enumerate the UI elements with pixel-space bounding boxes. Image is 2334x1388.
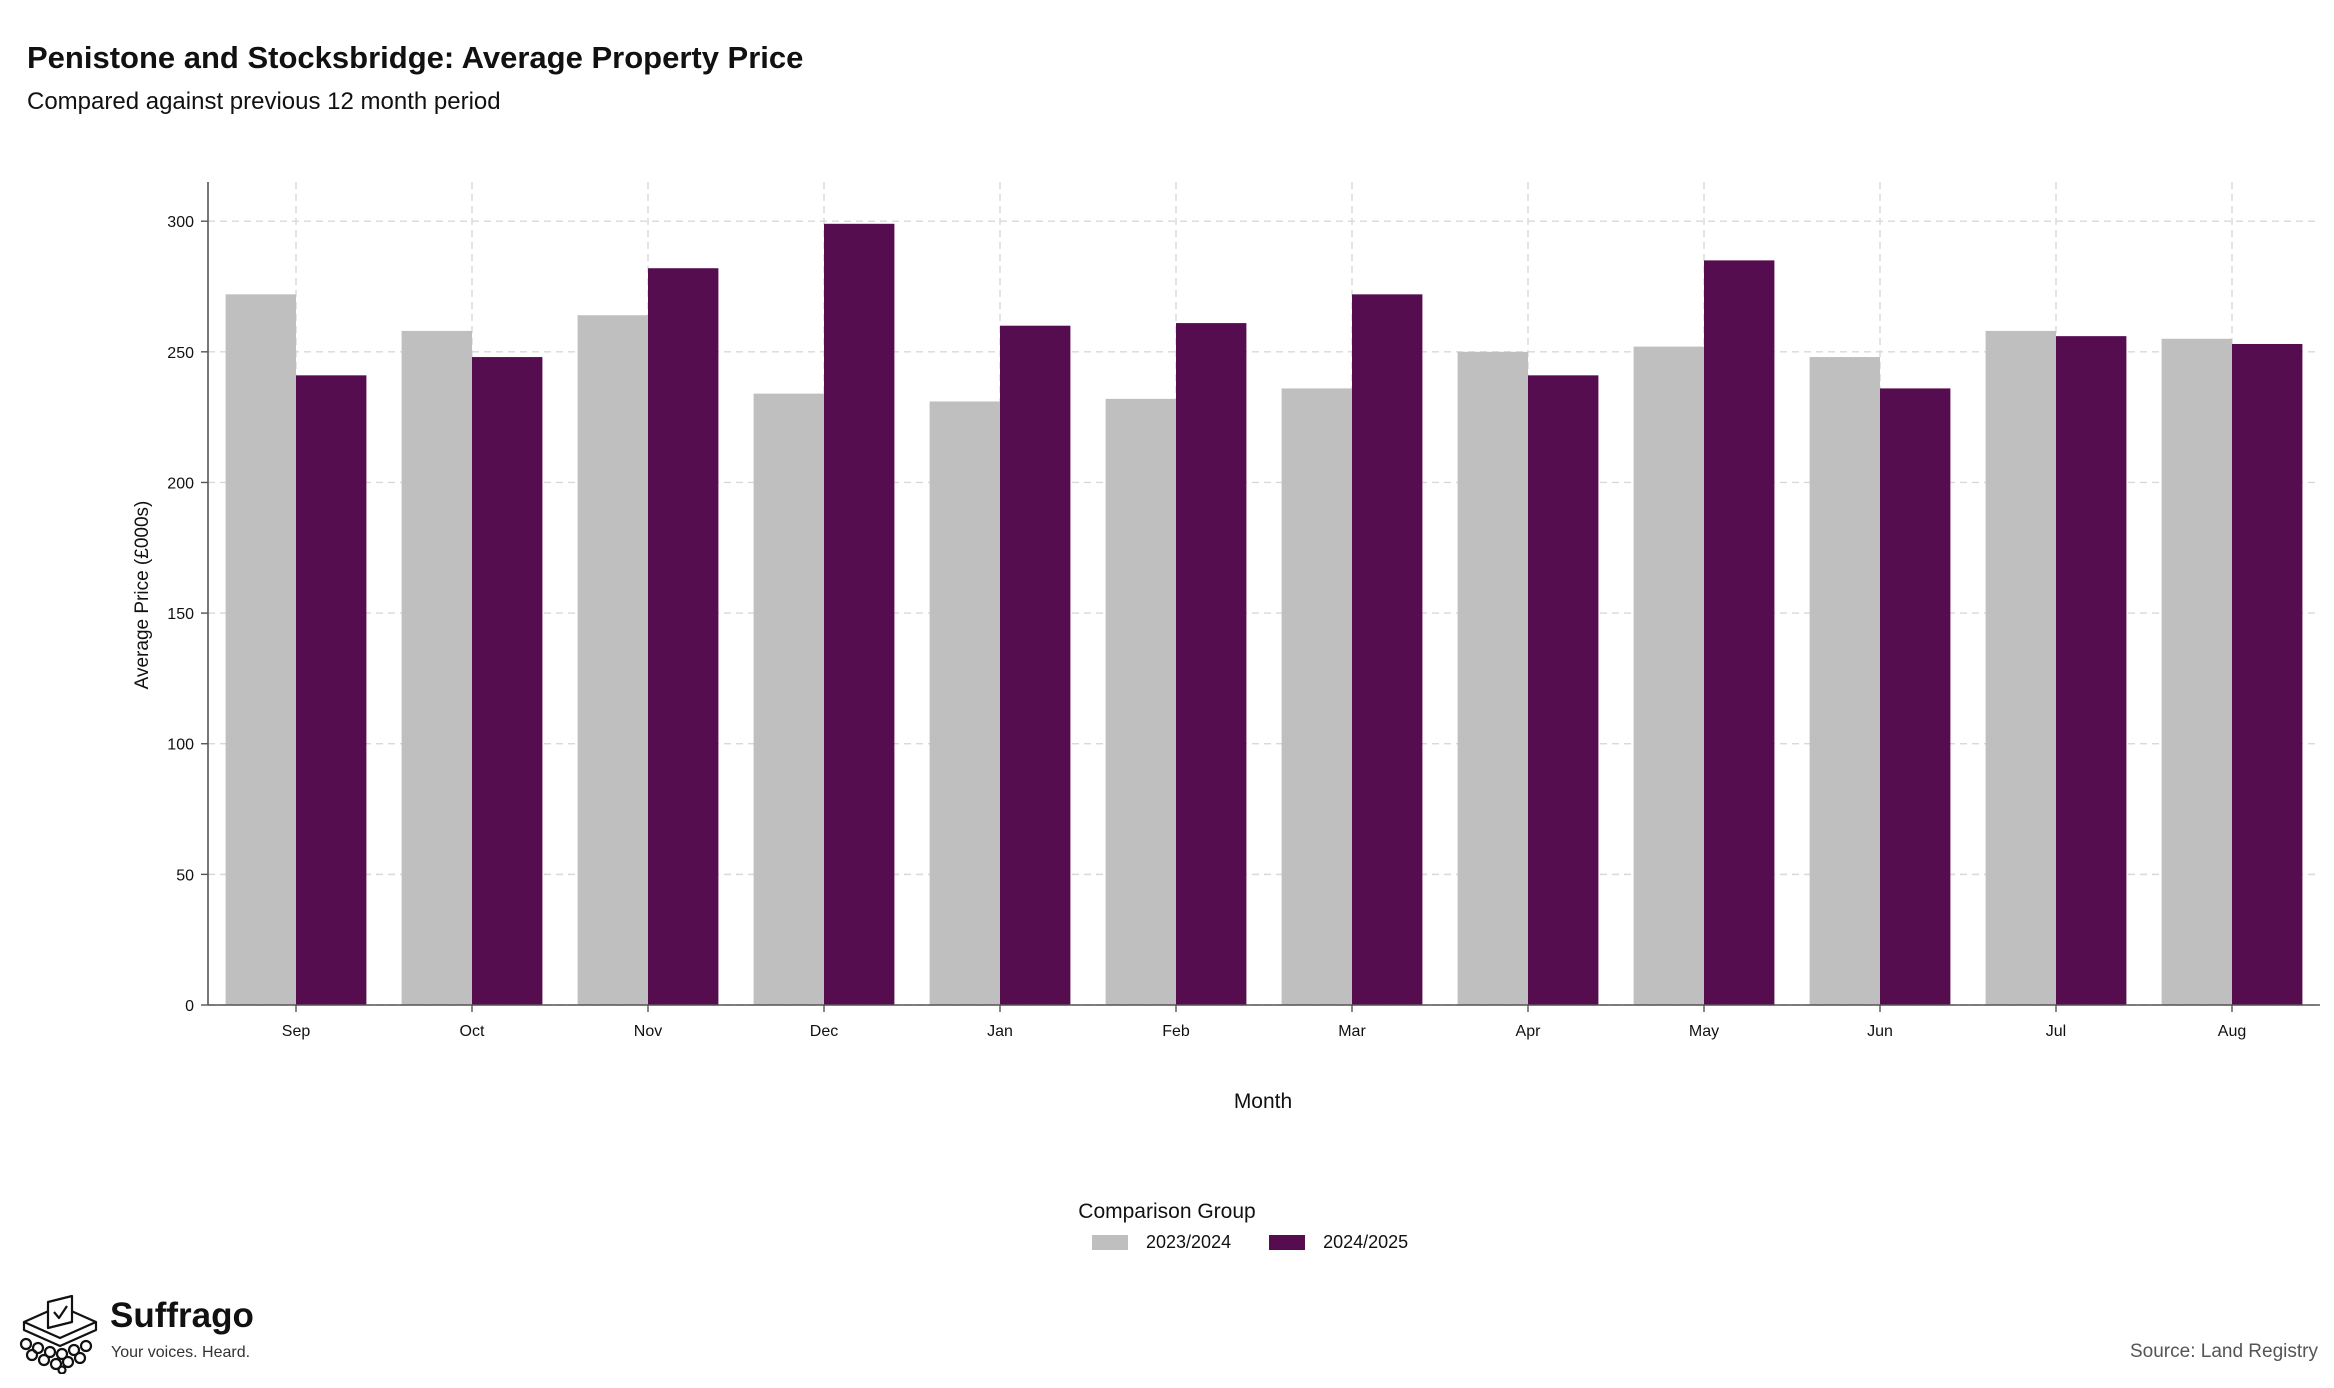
legend-title: Comparison Group	[1078, 1200, 1256, 1223]
bars	[225, 223, 2303, 1006]
y-tick-label-200: 200	[167, 475, 194, 492]
source-note: Source: Land Registry	[2130, 1341, 2318, 1362]
y-tick-label-100: 100	[167, 737, 194, 754]
x-tick-label-sep: Sep	[282, 1023, 311, 1040]
x-tick-label-nov: Nov	[634, 1023, 662, 1040]
bar-2024-2025-jun	[1880, 388, 1951, 1005]
bar-2023-2024-nov	[577, 315, 648, 1005]
bar-2023-2024-jul	[1985, 330, 2056, 1005]
chart-subtitle: Compared against previous 12 month perio…	[27, 88, 501, 115]
legend-swatch-2024-2025	[1269, 1235, 1306, 1250]
bar-2023-2024-aug	[2161, 338, 2232, 1005]
bar-2024-2025-may	[1704, 260, 1775, 1005]
bar-2024-2025-mar	[1352, 294, 1423, 1005]
bar-2024-2025-aug	[2232, 343, 2303, 1005]
x-tick-label-oct: Oct	[460, 1023, 485, 1040]
axis-labels: Average Price (£000s) Month	[132, 501, 1292, 1113]
brand-name: Suffrago	[110, 1296, 254, 1335]
legend-item-2024-2025: 2024/2025	[1269, 1232, 1408, 1253]
bar-2024-2025-nov	[648, 268, 719, 1005]
bar-2023-2024-mar	[1281, 388, 1352, 1005]
y-tick-label-50: 50	[176, 867, 194, 884]
legend-item-2023-2024: 2023/2024	[1092, 1232, 1231, 1253]
x-tick-label-mar: Mar	[1338, 1023, 1366, 1040]
bar-2024-2025-jul	[2056, 336, 2127, 1006]
y-tick-label-0: 0	[185, 998, 194, 1015]
x-axis-label: Month	[1234, 1090, 1292, 1113]
bar-2024-2025-jan	[1000, 325, 1071, 1005]
bar-2024-2025-dec	[824, 223, 895, 1006]
chart-title: Penistone and Stocksbridge: Average Prop…	[27, 40, 804, 75]
x-tick-label-apr: Apr	[1516, 1023, 1542, 1040]
y-tick-label-300: 300	[167, 214, 194, 231]
axes: 0 50 100 150 200 250 300 Sep Oct Nov Dec Jan Feb Mar A…	[167, 182, 2320, 1040]
x-tick-label-feb: Feb	[1162, 1023, 1190, 1040]
legend-label-2023-2024: 2023/2024	[1146, 1232, 1232, 1252]
bar-2023-2024-jan	[929, 401, 1000, 1005]
y-tick-label-250: 250	[167, 345, 194, 362]
bar-2023-2024-jun	[1809, 357, 1880, 1005]
brand-tagline: Your voices. Heard.	[111, 1344, 251, 1361]
bar-2023-2024-feb	[1105, 398, 1176, 1005]
legend-label-2024-2025: 2024/2025	[1323, 1232, 1409, 1252]
bar-chart: 0 50 100 150 200 250 300 Sep Oct Nov Dec Jan Feb Mar A…	[132, 182, 2320, 1113]
legend: 2023/2024 2024/2025	[1092, 1232, 1446, 1253]
bar-2023-2024-oct	[401, 330, 472, 1005]
bar-2023-2024-apr	[1457, 351, 1528, 1005]
bar-2023-2024-sep	[225, 294, 296, 1005]
y-tick-label-150: 150	[167, 606, 194, 623]
y-axis-label: Average Price (£000s)	[132, 501, 153, 690]
ballot-box-logo-icon	[19, 1294, 98, 1374]
legend-swatch-2023-2024	[1092, 1235, 1128, 1250]
bar-2023-2024-dec	[753, 393, 824, 1006]
x-tick-label-jun: Jun	[1867, 1023, 1893, 1040]
x-tick-label-aug: Aug	[2218, 1023, 2246, 1040]
x-tick-label-jan: Jan	[987, 1023, 1013, 1040]
x-tick-label-dec: Dec	[810, 1023, 838, 1040]
bar-2024-2025-sep	[296, 375, 367, 1005]
bar-2024-2025-apr	[1528, 375, 1599, 1005]
bar-2024-2025-feb	[1176, 323, 1247, 1006]
x-tick-label-jul: Jul	[2046, 1023, 2066, 1040]
bar-2023-2024-may	[1633, 346, 1704, 1006]
x-tick-label-may: May	[1689, 1023, 1719, 1040]
bar-2024-2025-oct	[472, 357, 543, 1005]
